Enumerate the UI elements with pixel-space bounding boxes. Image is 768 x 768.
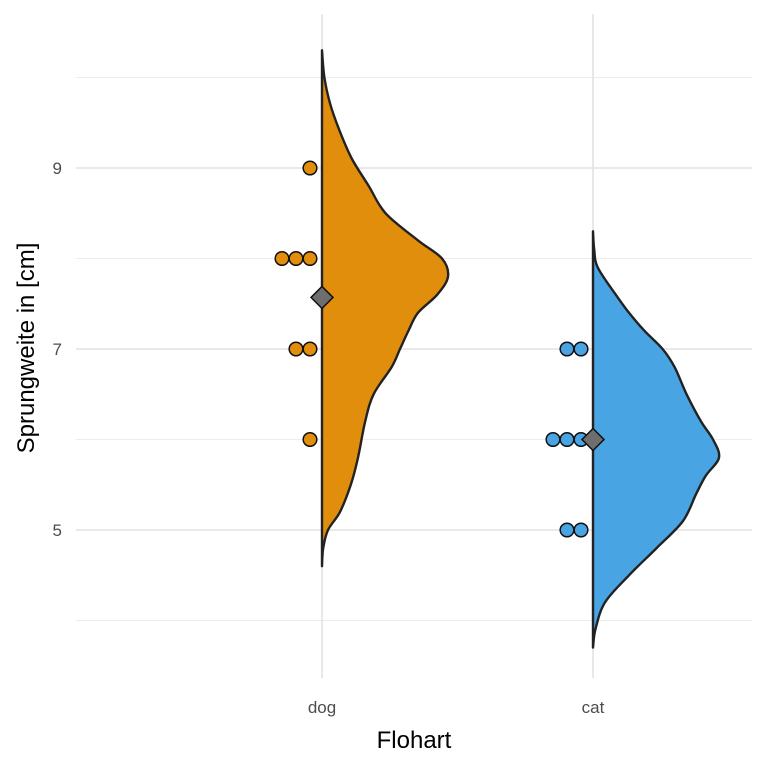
point-dog — [302, 160, 318, 176]
y-tick-label: 5 — [53, 521, 62, 540]
point-cat — [559, 522, 575, 538]
violin-cat — [591, 230, 721, 649]
x-tick-label-cat: cat — [582, 698, 605, 717]
mean-marker-cat — [580, 427, 606, 452]
chart-marks — [274, 49, 721, 649]
point-dog — [288, 341, 304, 357]
point-cat — [573, 522, 589, 538]
point-cat — [545, 431, 561, 448]
point-dog — [274, 250, 290, 267]
point-cat — [559, 341, 575, 357]
point-dog — [302, 431, 318, 448]
y-axis-title: Sprungweite in [cm] — [13, 243, 40, 454]
point-dog — [302, 250, 318, 267]
point-dog — [288, 250, 304, 267]
point-cat — [573, 341, 589, 357]
group-cat — [545, 230, 721, 649]
y-tick-labels: 5 7 9 — [53, 159, 62, 540]
y-tick-label: 7 — [53, 340, 62, 359]
y-tick-label: 9 — [53, 159, 62, 178]
violin-dog — [320, 49, 450, 568]
mean-marker-dog — [309, 285, 335, 310]
point-cat — [559, 431, 575, 448]
x-axis-title: Flohart — [377, 727, 452, 754]
x-tick-labels: dog cat — [308, 698, 605, 717]
group-dog — [274, 49, 450, 568]
point-dog — [302, 341, 318, 357]
x-tick-label-dog: dog — [308, 698, 336, 717]
